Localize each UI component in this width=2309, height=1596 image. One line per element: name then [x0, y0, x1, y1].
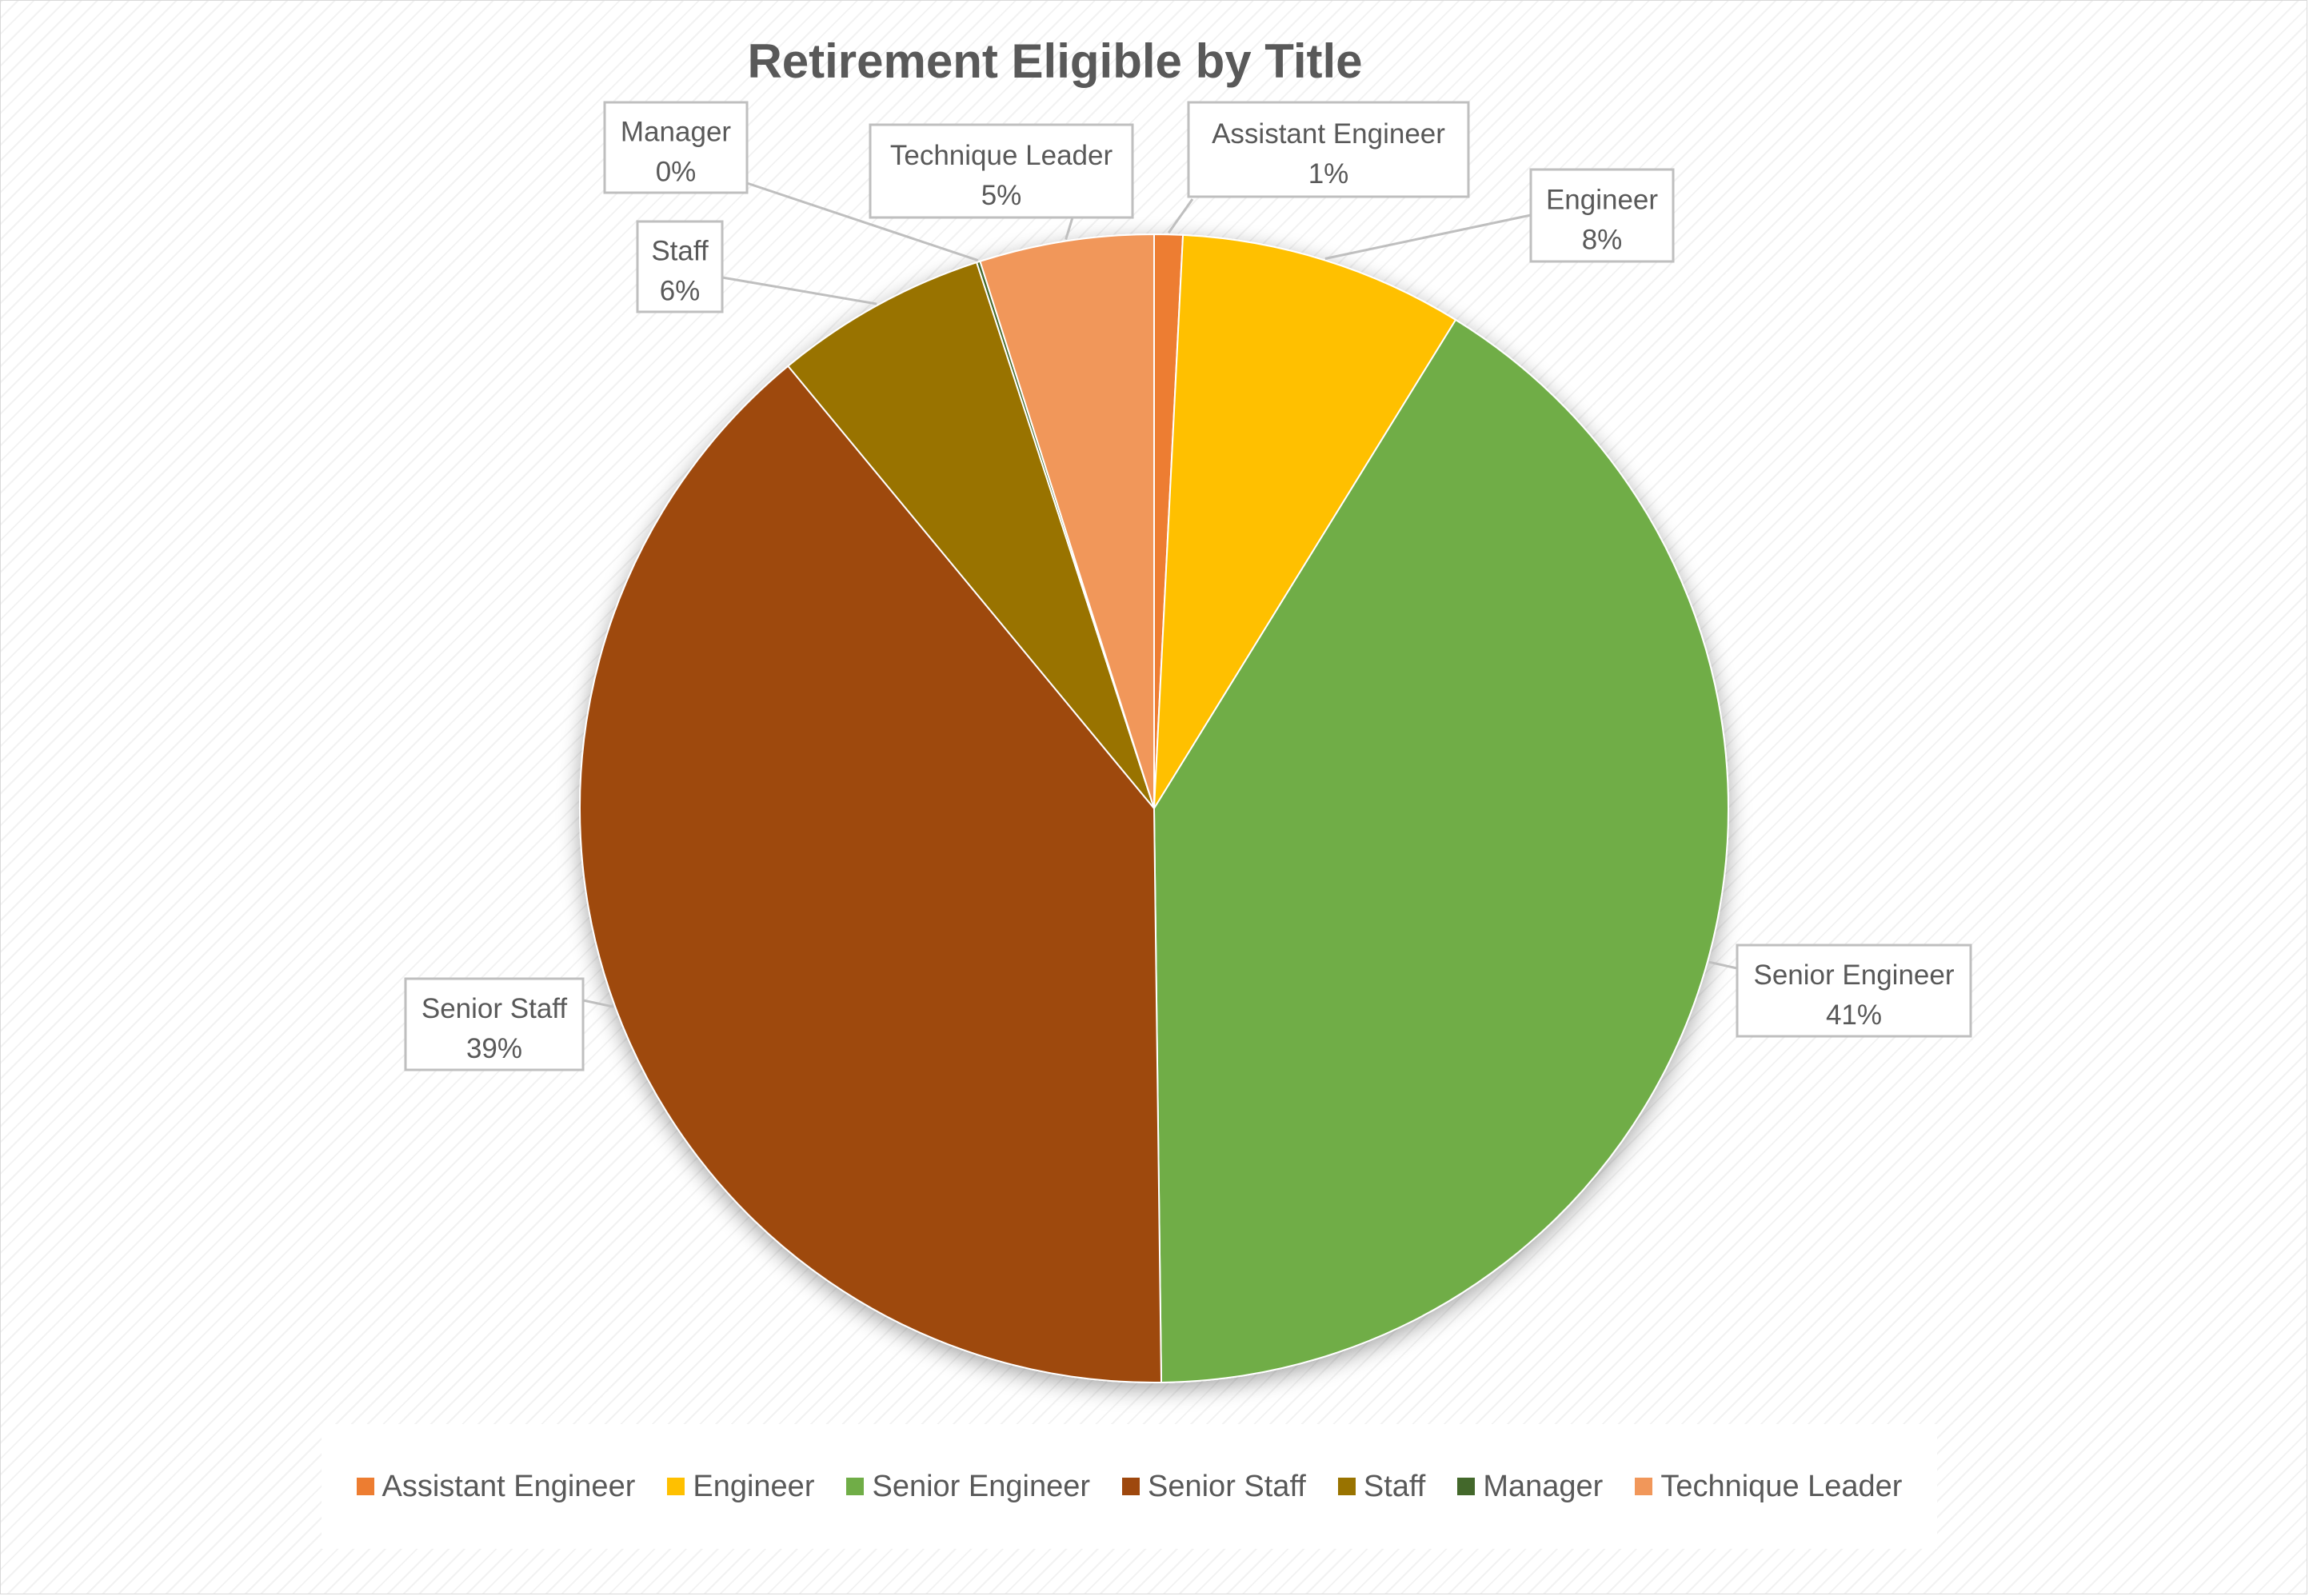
data-label-technique-leader: Technique Leader 5%	[869, 123, 1134, 219]
data-label-percent: 5%	[981, 180, 1022, 211]
data-label-senior-engineer: Senior Engineer 41%	[1736, 944, 1972, 1038]
pie-slice-engineer	[1153, 233, 1457, 809]
data-label-category: Technique Leader	[890, 140, 1113, 171]
legend-label: Technique Leader	[1660, 1469, 1903, 1503]
legend-swatch	[667, 1478, 685, 1495]
data-label-category: Manager	[621, 117, 731, 148]
legend-item-senior-staff: Senior Staff	[1122, 1470, 1306, 1504]
legend-item-technique-leader: Technique Leader	[1635, 1470, 1902, 1504]
legend-item-assistant-engineer: Assistant Engineer	[356, 1469, 636, 1504]
legend-label: Staff	[1363, 1469, 1426, 1503]
legend-swatch	[846, 1478, 865, 1495]
legend-label: Senior Engineer	[872, 1469, 1090, 1503]
data-label-staff: Staff 6%	[636, 220, 724, 313]
pie-slice-staff	[786, 261, 1155, 809]
callout-box	[404, 977, 585, 1071]
leader-line-senior-staff	[582, 999, 614, 1008]
legend-item-senior-engineer: Senior Engineer	[846, 1470, 1090, 1504]
legend-swatch	[1122, 1478, 1140, 1495]
pie-slice-senior-staff	[579, 365, 1163, 1383]
leader-line-manager	[746, 182, 979, 261]
data-label-engineer: Engineer 8%	[1529, 168, 1675, 263]
leader-line-senior-engineer	[1708, 960, 1738, 970]
legend-label: Assistant Engineer	[382, 1469, 636, 1503]
data-label-percent: 8%	[1582, 225, 1623, 256]
callout-box	[869, 123, 1134, 219]
legend-item-manager: Manager	[1457, 1470, 1603, 1504]
data-label-percent: 1%	[1308, 158, 1349, 190]
data-label-category: Senior Staff	[421, 993, 568, 1024]
pie-slice-technique-leader	[979, 233, 1155, 809]
legend-item-engineer: Engineer	[667, 1470, 814, 1504]
data-label-category: Staff	[651, 236, 709, 267]
data-label-percent: 6%	[660, 276, 701, 307]
legend-label: Manager	[1483, 1469, 1604, 1503]
pie-slices	[579, 233, 1729, 1383]
data-label-percent: 39%	[466, 1033, 522, 1064]
data-label-percent: 0%	[656, 157, 697, 188]
legend-label: Engineer	[693, 1469, 815, 1503]
legend-swatch	[1635, 1478, 1653, 1495]
leader-line-staff	[721, 276, 877, 305]
data-label-callouts: Assistant Engineer 1% Engineer 8% Senior Eng…	[404, 101, 1972, 1071]
leader-line-technique-leader	[1065, 217, 1074, 240]
data-label-percent: 41%	[1826, 999, 1882, 1031]
pie-slice-senior-engineer	[1153, 318, 1729, 1383]
data-label-senior-staff: Senior Staff 39%	[404, 977, 585, 1071]
leader-line-assistant-engineer	[1167, 198, 1194, 234]
data-label-category: Engineer	[1546, 185, 1658, 216]
callout-box	[1736, 944, 1972, 1038]
legend: Assistant Engineer Engineer Senior Enginee…	[322, 1424, 1937, 1549]
chart-title: Retirement Eligible by Title	[747, 34, 1362, 88]
legend-label: Senior Staff	[1148, 1469, 1306, 1503]
legend-swatch	[1457, 1478, 1476, 1495]
data-label-manager: Manager 0%	[603, 101, 749, 194]
data-label-assistant-engineer: Assistant Engineer 1%	[1187, 101, 1470, 198]
legend-swatch	[356, 1478, 374, 1495]
callout-box	[1529, 168, 1675, 263]
data-label-category: Senior Engineer	[1754, 960, 1955, 991]
callout-box	[636, 220, 724, 313]
legend-item-staff: Staff	[1337, 1469, 1426, 1504]
leader-line-engineer	[1324, 213, 1532, 260]
callout-box	[1187, 101, 1470, 198]
callout-box	[603, 101, 749, 194]
leader-lines	[582, 182, 1738, 1008]
legend-swatch	[1337, 1478, 1356, 1495]
data-label-category: Assistant Engineer	[1212, 118, 1445, 150]
